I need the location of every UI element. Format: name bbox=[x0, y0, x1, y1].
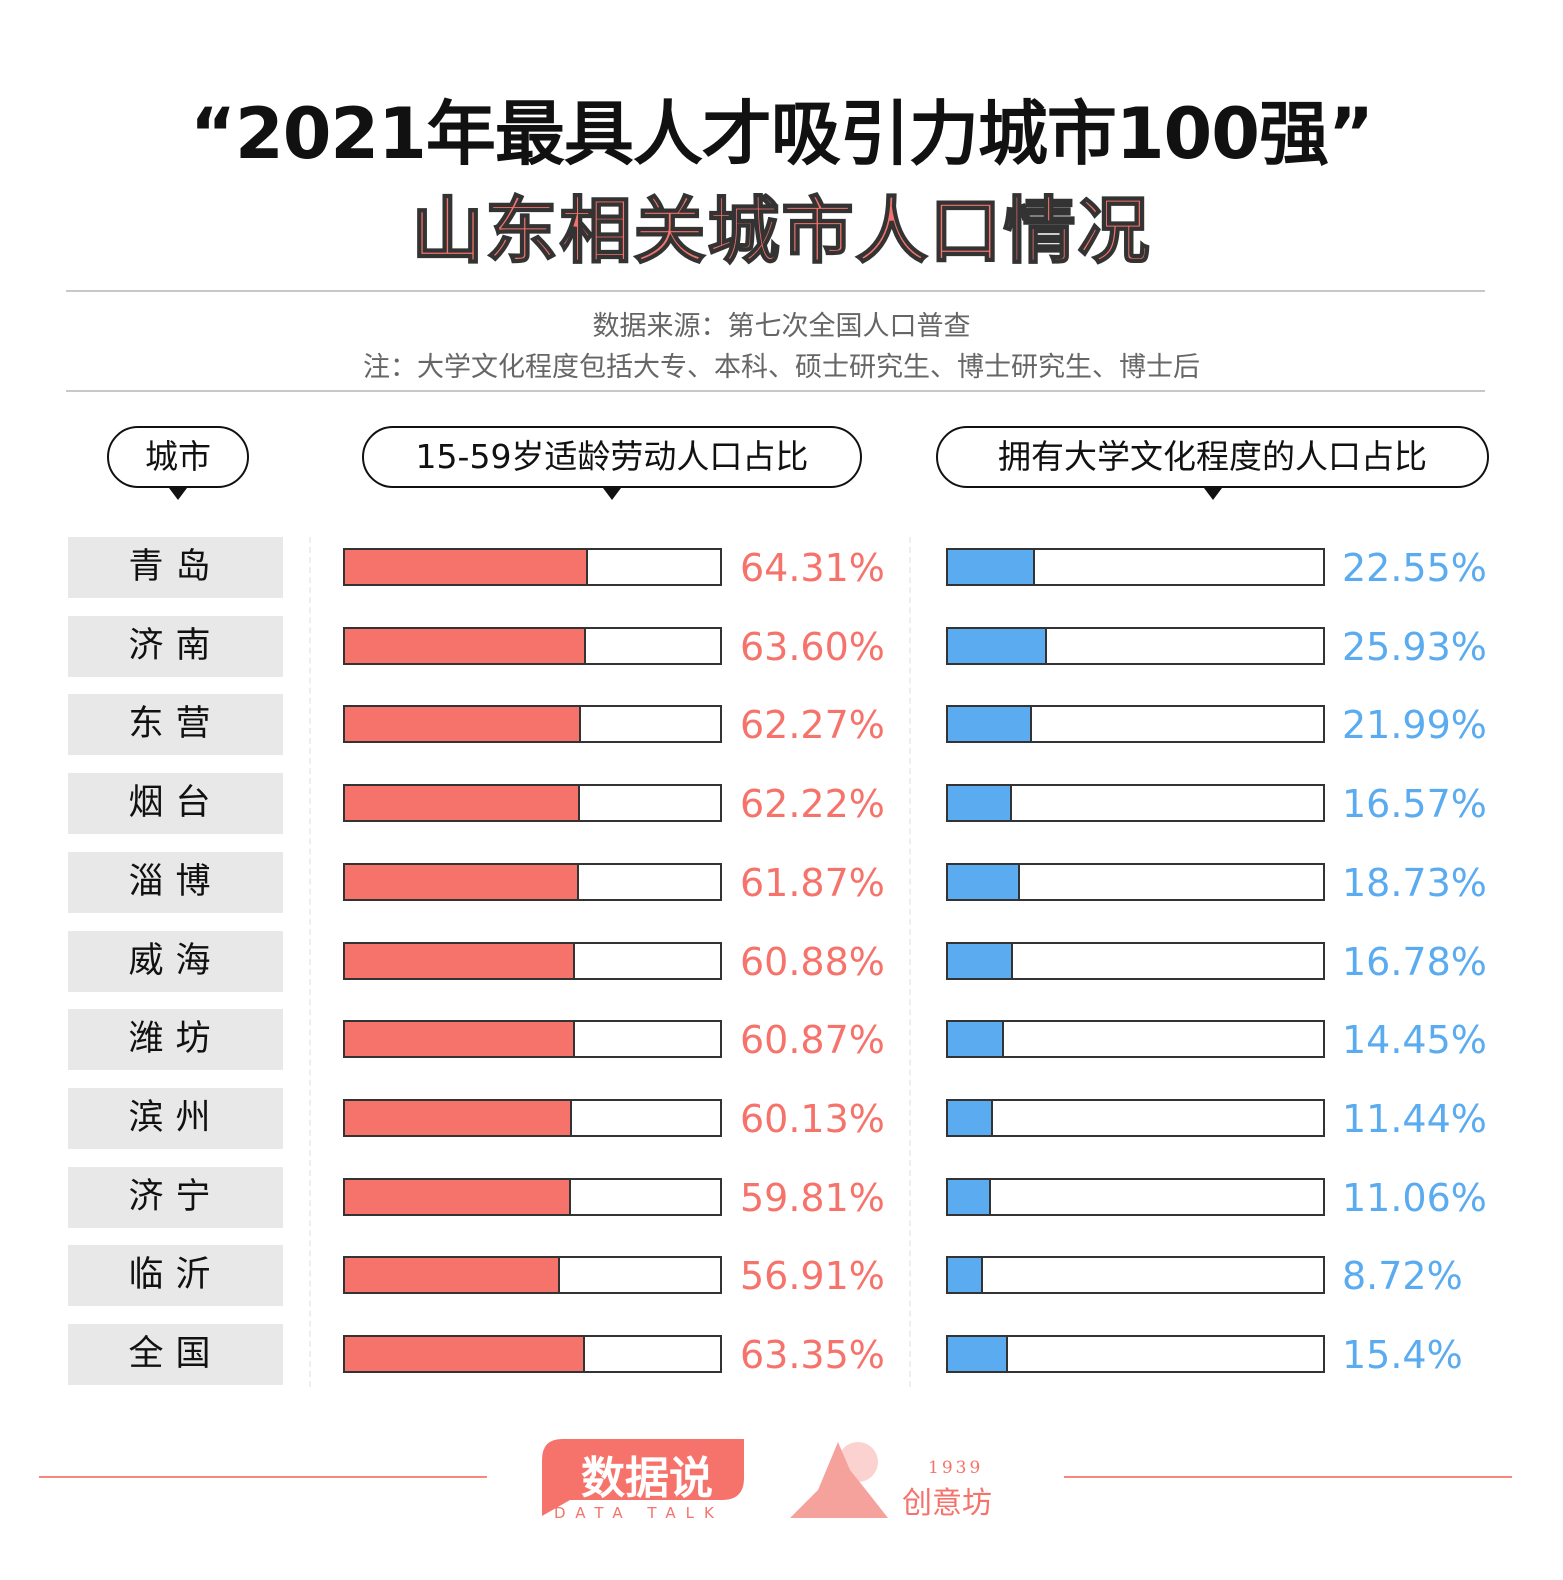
education-bar-track bbox=[946, 1098, 1325, 1137]
labor-value-label: 60.13% bbox=[740, 1096, 885, 1141]
labor-bar-track bbox=[343, 941, 722, 980]
labor-bar-track bbox=[343, 548, 722, 586]
category-label: 潍坊 bbox=[68, 1009, 283, 1071]
labor-value-label: 60.88% bbox=[740, 939, 885, 984]
labor-value-label: 61.87% bbox=[740, 860, 885, 905]
education-bar bbox=[948, 864, 1021, 899]
labor-value-label: 64.31% bbox=[740, 546, 885, 590]
education-bar-track bbox=[946, 1020, 1325, 1059]
labor-value-label: 63.60% bbox=[740, 624, 885, 669]
category-label: 济宁 bbox=[68, 1166, 283, 1228]
labor-value-label: 59.81% bbox=[740, 1175, 885, 1220]
labor-bar-track bbox=[343, 784, 722, 823]
education-bar-track bbox=[946, 862, 1325, 901]
labor-value-label: 60.87% bbox=[740, 1018, 885, 1063]
labor-bar bbox=[345, 864, 579, 899]
education-value-label: 14.45% bbox=[1342, 1018, 1487, 1063]
divider bbox=[66, 390, 1485, 392]
education-value-label: 16.78% bbox=[1342, 939, 1487, 984]
source-text: 数据来源：第七次全国人口普查 bbox=[592, 311, 971, 342]
labor-bar bbox=[345, 1179, 572, 1214]
education-bar bbox=[948, 1100, 993, 1135]
category-label: 临沂 bbox=[68, 1245, 283, 1307]
education-value-label: 25.93% bbox=[1342, 624, 1487, 669]
education-bar-track bbox=[946, 1177, 1325, 1216]
column-separator bbox=[309, 537, 311, 1387]
data-talk-logo: 数据说 DATA TALK bbox=[540, 1438, 746, 1522]
education-bar bbox=[948, 628, 1048, 663]
category-label: 济南 bbox=[68, 615, 283, 677]
category-label: 全国 bbox=[68, 1324, 283, 1385]
education-value-label: 11.44% bbox=[1342, 1096, 1487, 1141]
labor-bar bbox=[345, 1100, 573, 1135]
education-value-label: 11.06% bbox=[1342, 1175, 1487, 1220]
category-label: 淄博 bbox=[68, 851, 283, 913]
education-value-label: 21.99% bbox=[1342, 703, 1487, 748]
labor-bar-track bbox=[343, 705, 722, 744]
footer-line bbox=[39, 1476, 487, 1478]
labor-bar bbox=[345, 550, 589, 584]
chart-subtitle: 山东相关城市人口情况 bbox=[410, 188, 1152, 274]
education-bar-track bbox=[946, 941, 1325, 980]
labor-bar-track bbox=[343, 626, 722, 665]
note-text: 注：大学文化程度包括大专、本科、硕士研究生、博士研究生、博士后 bbox=[363, 352, 1200, 383]
header-city: 城市 bbox=[107, 426, 249, 500]
labor-bar bbox=[345, 707, 581, 742]
chuangyifang-logo: 1939 创意坊 bbox=[788, 1440, 1018, 1521]
education-bar-track bbox=[946, 1335, 1325, 1373]
education-bar bbox=[948, 550, 1035, 584]
labor-value-label: 62.27% bbox=[740, 703, 885, 748]
labor-bar-track bbox=[343, 1098, 722, 1137]
mountain-icon bbox=[790, 1442, 888, 1518]
logo-year: 1939 bbox=[928, 1458, 984, 1478]
education-bar bbox=[948, 1179, 992, 1214]
labor-bar bbox=[345, 1337, 585, 1371]
education-value-label: 18.73% bbox=[1342, 860, 1487, 905]
education-bar-track bbox=[946, 784, 1325, 823]
divider bbox=[66, 290, 1485, 292]
education-bar-track bbox=[946, 1256, 1325, 1295]
labor-bar-track bbox=[343, 1020, 722, 1059]
labor-bar-track bbox=[343, 1335, 722, 1373]
labor-value-label: 63.35% bbox=[740, 1333, 885, 1377]
header-series-education: 拥有大学文化程度的人口占比 bbox=[936, 426, 1489, 500]
education-value-label: 15.4% bbox=[1342, 1333, 1463, 1377]
labor-value-label: 56.91% bbox=[740, 1254, 885, 1299]
education-bar bbox=[948, 1337, 1008, 1371]
labor-bar bbox=[345, 1022, 576, 1057]
education-bar-track bbox=[946, 705, 1325, 744]
logo-text: 创意坊 bbox=[902, 1486, 992, 1521]
education-bar bbox=[948, 943, 1013, 978]
education-bar bbox=[948, 1258, 983, 1293]
chart-title: “2021年最具人才吸引力城市100强” bbox=[190, 93, 1374, 175]
education-bar-track bbox=[946, 626, 1325, 665]
education-bar bbox=[948, 707, 1033, 742]
category-label: 威海 bbox=[68, 930, 283, 992]
education-value-label: 16.57% bbox=[1342, 782, 1487, 827]
education-bar-track bbox=[946, 548, 1325, 586]
category-label: 烟台 bbox=[68, 773, 283, 835]
category-label: 东营 bbox=[68, 694, 283, 756]
logo-subtext: DATA TALK bbox=[554, 1504, 724, 1522]
labor-bar bbox=[345, 786, 581, 821]
header-series-labor: 15-59岁适龄劳动人口占比 bbox=[362, 426, 862, 500]
labor-bar bbox=[345, 1258, 561, 1293]
labor-bar bbox=[345, 943, 576, 978]
education-bar bbox=[948, 786, 1013, 821]
labor-bar-track bbox=[343, 1256, 722, 1295]
labor-bar-track bbox=[343, 862, 722, 901]
education-value-label: 22.55% bbox=[1342, 546, 1487, 590]
category-label: 青岛 bbox=[68, 537, 283, 598]
education-value-label: 8.72% bbox=[1342, 1254, 1463, 1299]
footer-line bbox=[1064, 1476, 1512, 1478]
speech-bubble-icon bbox=[542, 1439, 744, 1516]
category-label: 滨州 bbox=[68, 1087, 283, 1149]
labor-value-label: 62.22% bbox=[740, 782, 885, 827]
labor-bar-track bbox=[343, 1177, 722, 1216]
education-bar bbox=[948, 1022, 1005, 1057]
logo-text: 数据说 bbox=[581, 1453, 713, 1504]
labor-bar bbox=[345, 628, 586, 663]
column-separator bbox=[909, 537, 911, 1387]
